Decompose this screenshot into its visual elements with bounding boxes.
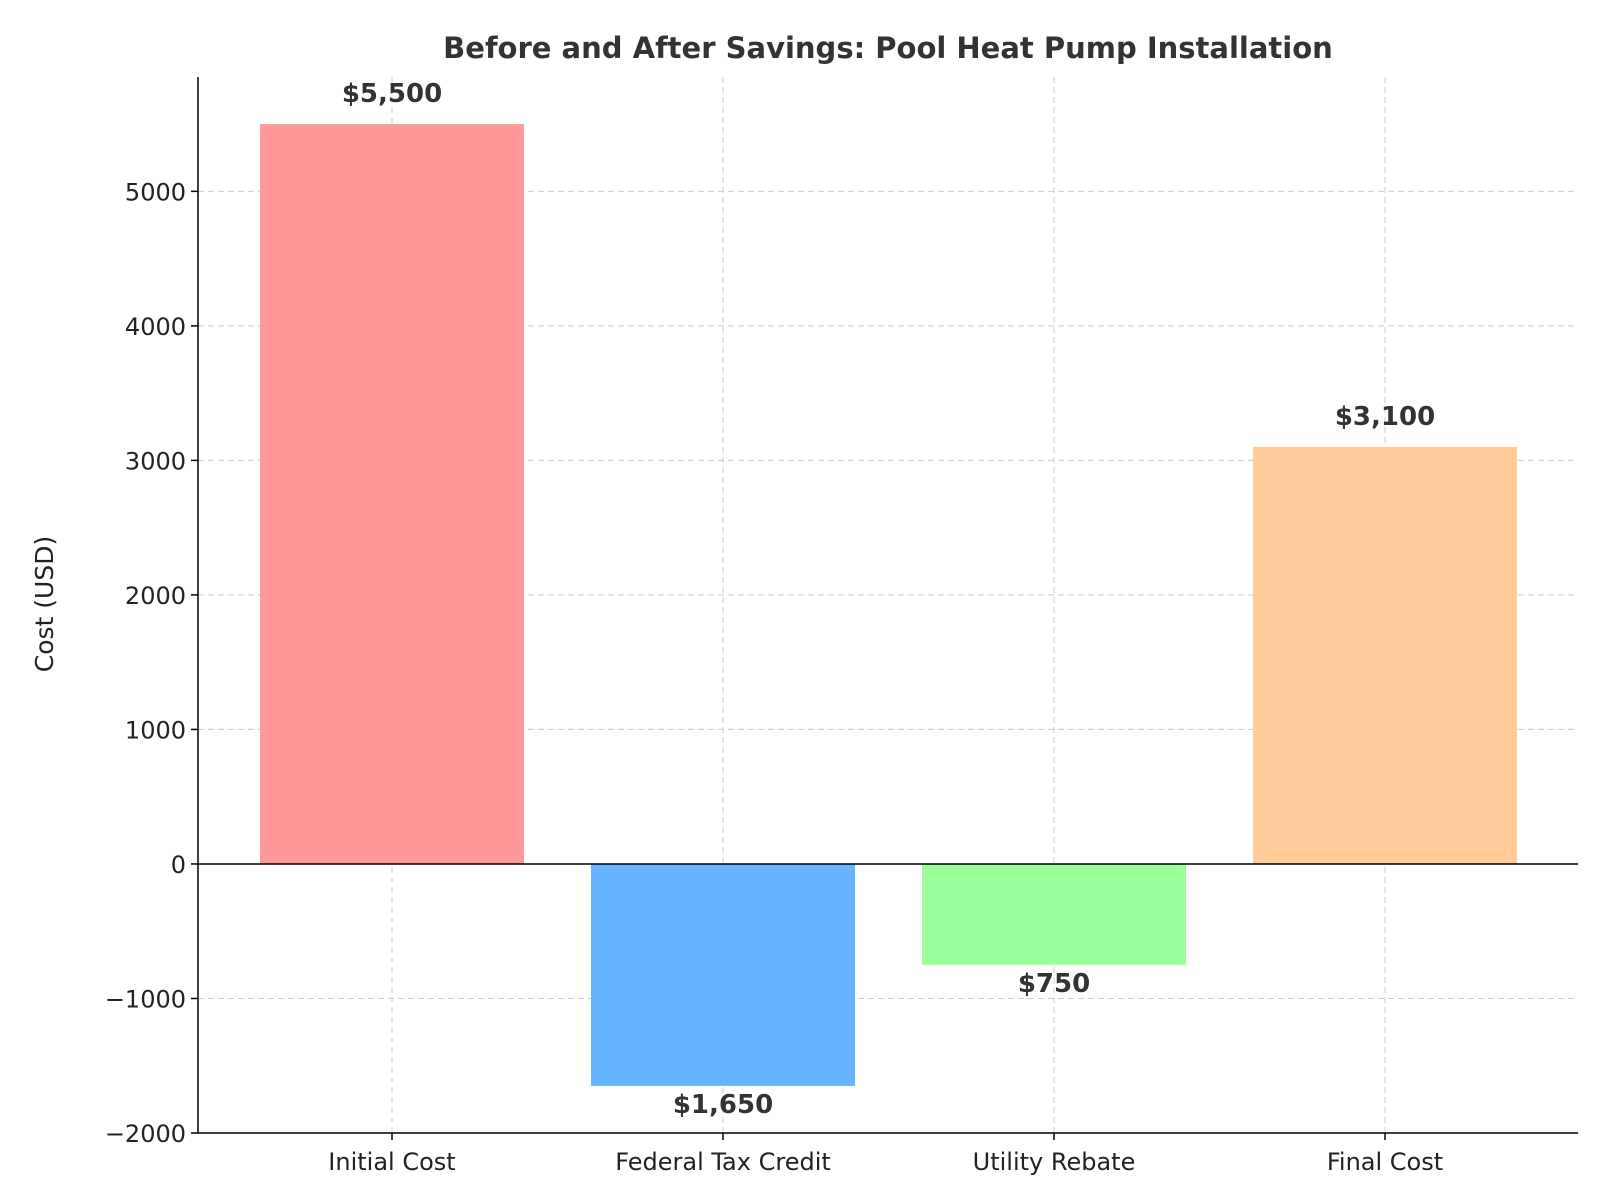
bar-federal-tax-credit — [591, 863, 855, 1086]
x-tick-label: Federal Tax Credit — [615, 1148, 831, 1176]
y-tick-label: −2000 — [105, 1120, 186, 1148]
data-label: $1,650 — [673, 1090, 773, 1120]
y-tick-label: 1000 — [125, 716, 186, 744]
x-tick-label: Utility Rebate — [973, 1148, 1136, 1176]
tick-labels: −2000 −1000 0 1000 2000 3000 4000 5000 Initial C… — [105, 178, 1443, 1176]
chart-title: Before and After Savings: Pool Heat Pump… — [443, 31, 1333, 65]
data-labels: $5,500 $1,650 $750 $3,100 — [342, 79, 1435, 1120]
data-label: $3,100 — [1335, 402, 1435, 432]
y-tick-label: 4000 — [125, 313, 186, 341]
axes — [191, 77, 1578, 1140]
data-label: $5,500 — [342, 79, 442, 109]
bar-utility-rebate — [922, 863, 1186, 965]
y-tick-label: 3000 — [125, 447, 186, 475]
y-axis-label: Cost (USD) — [30, 536, 59, 672]
data-label: $750 — [1018, 969, 1090, 999]
y-tick-label: 5000 — [125, 178, 186, 206]
bars — [260, 124, 1517, 1086]
x-tick-label: Initial Cost — [328, 1148, 455, 1176]
y-tick-label: 0 — [171, 851, 186, 879]
x-tick-label: Final Cost — [1327, 1148, 1443, 1176]
bar-initial-cost — [260, 124, 524, 864]
y-tick-label: 2000 — [125, 582, 186, 610]
y-tick-label: −1000 — [105, 985, 186, 1013]
bar-final-cost — [1253, 446, 1517, 864]
